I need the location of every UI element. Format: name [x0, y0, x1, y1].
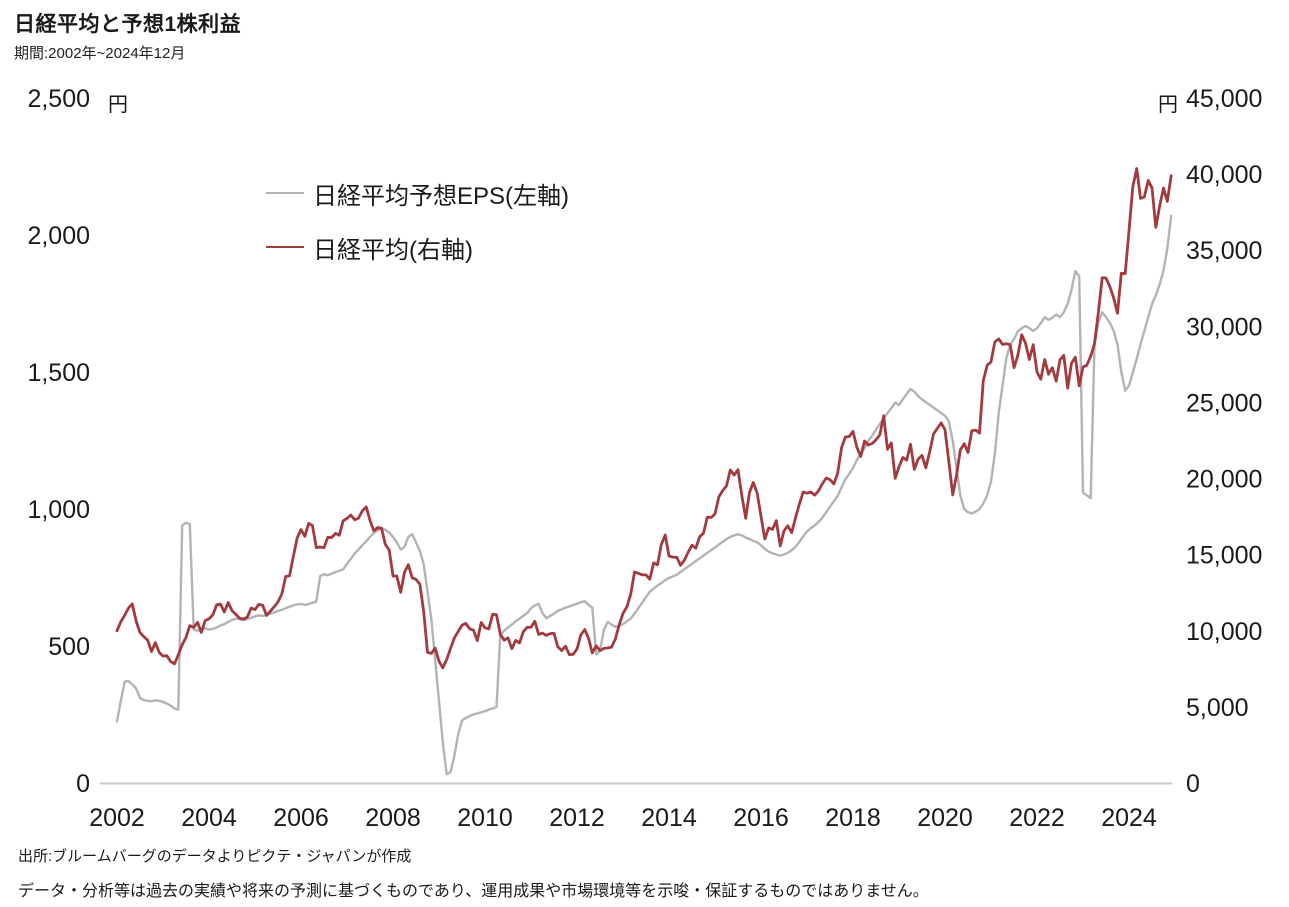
right-axis-tick: 5,000 — [1186, 694, 1249, 722]
left-axis-unit: 円 — [108, 94, 128, 116]
left-axis-tick: 1,000 — [27, 496, 90, 524]
right-axis-unit: 円 — [1158, 94, 1178, 116]
right-axis-tick: 35,000 — [1186, 237, 1262, 265]
series-line-1 — [115, 167, 1173, 670]
disclaimer-note: データ・分析等は過去の実績や将来の予測に基づくものであり、運用成果や市場環境等を… — [18, 883, 929, 900]
x-axis-tick: 2012 — [549, 804, 605, 832]
x-axis-tick: 2020 — [917, 804, 973, 832]
x-axis-tick: 2022 — [1009, 804, 1065, 832]
x-axis-tick: 2008 — [365, 804, 421, 832]
nikkei-line-swatch — [266, 245, 304, 249]
right-axis-tick: 25,000 — [1186, 389, 1262, 417]
x-axis-tick: 2010 — [457, 804, 513, 832]
left-axis-tick: 2,000 — [27, 222, 90, 250]
legend-item-nikkei: 日経平均(右軸) — [266, 220, 569, 274]
right-axis-tick: 0 — [1186, 770, 1200, 798]
right-axis-tick: 20,000 — [1186, 466, 1262, 494]
left-axis-tick: 2,500 — [27, 85, 90, 113]
eps-line-swatch — [266, 191, 304, 195]
x-axis-tick: 2016 — [733, 804, 789, 832]
x-axis-tick: 2002 — [89, 804, 145, 832]
right-axis-tick: 40,000 — [1186, 161, 1262, 189]
source-note: 出所:ブルームバーグのデータよりピクテ・ジャパンが作成 — [18, 848, 412, 865]
legend-label-eps: 日経平均予想EPS(左軸) — [313, 182, 570, 210]
right-axis-tick: 30,000 — [1186, 313, 1262, 341]
chart-legend: 日経平均予想EPS(左軸) 日経平均(右軸) — [266, 166, 569, 274]
x-axis-tick: 2024 — [1101, 804, 1157, 832]
page-title: 日経平均と予想1株利益 — [14, 13, 242, 36]
x-axis-tick: 2004 — [181, 804, 237, 832]
left-axis-tick: 500 — [48, 633, 90, 661]
x-axis-tick: 2006 — [273, 804, 329, 832]
right-axis-tick: 45,000 — [1186, 85, 1262, 113]
series-line-0 — [115, 214, 1173, 776]
right-axis-tick: 10,000 — [1186, 618, 1262, 646]
x-axis-tick: 2014 — [641, 804, 697, 832]
legend-item-eps: 日経平均予想EPS(左軸) — [266, 166, 569, 220]
right-axis-tick: 15,000 — [1186, 542, 1262, 570]
left-axis-tick: 1,500 — [27, 359, 90, 387]
x-axis-tick: 2018 — [825, 804, 881, 832]
period-subtitle: 期間:2002年~2024年12月 — [14, 45, 186, 62]
left-axis-tick: 0 — [76, 770, 90, 798]
legend-label-nikkei: 日経平均(右軸) — [313, 236, 473, 264]
